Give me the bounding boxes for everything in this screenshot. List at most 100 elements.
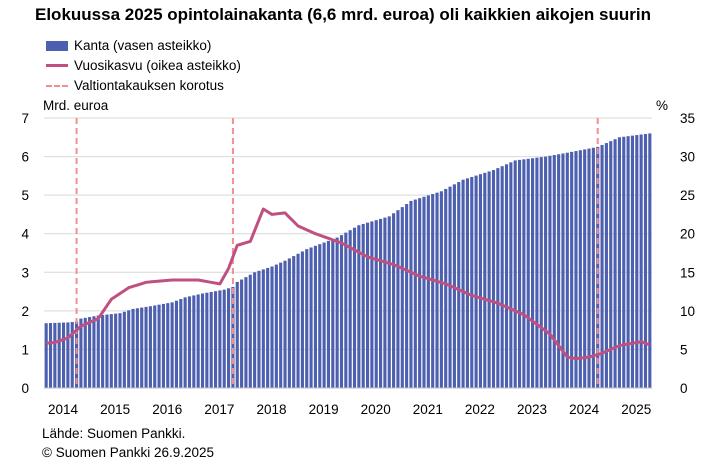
right-tick-label: 30 — [680, 150, 695, 165]
bar — [266, 267, 270, 388]
bar — [596, 146, 600, 388]
bar — [496, 168, 500, 388]
bar — [200, 293, 205, 388]
x-tick-label: 2021 — [413, 402, 443, 417]
bar — [370, 221, 374, 388]
x-tick-label: 2022 — [465, 402, 495, 417]
bar — [557, 154, 561, 388]
bar — [352, 227, 357, 388]
bar — [309, 247, 313, 388]
legend-label-dashed: Valtiontakauksen korotus — [74, 78, 224, 93]
bar — [405, 204, 409, 388]
bar — [296, 253, 300, 388]
bar — [439, 191, 443, 388]
bar — [535, 157, 539, 388]
bar — [478, 174, 483, 388]
left-tick-label: 2 — [21, 304, 29, 319]
bar — [379, 218, 383, 388]
bar — [300, 251, 304, 388]
bar — [105, 314, 109, 388]
bar — [526, 158, 530, 388]
bar — [231, 286, 235, 388]
right-tick-label: 10 — [680, 304, 695, 319]
bar — [626, 136, 630, 388]
bar — [153, 305, 157, 388]
bar — [283, 260, 287, 388]
bar — [531, 158, 535, 388]
bar-layer — [44, 133, 652, 388]
bar — [548, 155, 552, 388]
bar — [57, 322, 61, 388]
bar — [578, 150, 582, 388]
bar — [600, 145, 604, 388]
x-tick-label: 2014 — [48, 402, 79, 417]
bar — [127, 310, 131, 388]
line-swatch-icon — [46, 64, 68, 67]
left-tick-label: 4 — [21, 227, 29, 242]
bar — [509, 162, 513, 388]
legend-label-line: Vuosikasvu (oikea asteikko) — [74, 58, 241, 73]
bar — [83, 317, 87, 388]
bar — [622, 136, 626, 388]
bar — [279, 262, 283, 388]
bar — [365, 222, 370, 388]
bar — [326, 240, 331, 388]
bar — [552, 155, 556, 388]
bar — [435, 192, 439, 388]
bar — [70, 322, 74, 388]
bar — [131, 308, 135, 388]
bar — [253, 272, 257, 388]
bar — [544, 156, 548, 388]
chart-title: Elokuussa 2025 opintolainakanta (6,6 mrd… — [35, 5, 651, 24]
bar — [305, 249, 309, 388]
bar — [61, 322, 66, 388]
bar — [604, 143, 608, 388]
bar — [196, 294, 200, 388]
bar — [75, 321, 79, 388]
left-tick-label: 5 — [21, 188, 29, 203]
bar — [648, 133, 652, 388]
bar — [470, 176, 474, 388]
right-tick-label: 5 — [680, 342, 688, 357]
copyright-note: © Suomen Pankki 26.9.2025 — [42, 445, 215, 460]
bar — [257, 270, 261, 388]
bar — [218, 290, 222, 388]
bar — [192, 295, 196, 388]
bar — [431, 194, 435, 388]
bar — [539, 157, 543, 388]
bar — [135, 308, 139, 388]
bar — [444, 188, 448, 388]
bar — [166, 303, 170, 388]
bar — [66, 322, 70, 388]
bar — [109, 314, 113, 388]
bar — [170, 302, 174, 388]
bar — [561, 153, 565, 388]
bar — [48, 323, 53, 388]
bar-swatch-icon — [46, 40, 68, 51]
right-tick-label: 25 — [680, 188, 695, 203]
bar — [244, 277, 248, 388]
bar — [630, 135, 635, 388]
x-tick-label: 2020 — [361, 402, 391, 417]
bar — [179, 299, 183, 388]
x-tick-label: 2025 — [621, 402, 651, 417]
bar — [122, 311, 126, 388]
bar — [53, 322, 57, 388]
bar — [274, 264, 278, 388]
x-tick-label: 2016 — [152, 402, 182, 417]
left-tick-label: 3 — [21, 265, 29, 280]
bar — [292, 256, 296, 388]
grid-layer — [44, 117, 652, 350]
bar — [583, 149, 587, 388]
bar — [114, 313, 118, 388]
bar — [335, 237, 339, 388]
bar — [461, 179, 465, 388]
bar — [318, 244, 322, 388]
bar — [639, 134, 643, 388]
bar — [413, 199, 417, 388]
bar — [148, 306, 152, 388]
legend-item-dashed: Valtiontakauksen korotus — [46, 78, 224, 93]
bar — [348, 230, 352, 388]
bar — [209, 291, 213, 388]
